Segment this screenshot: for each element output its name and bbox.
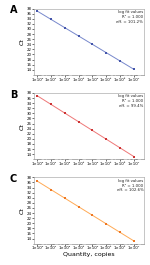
Point [64,111,66,116]
Text: log fit values
R² = 1.000
eff. = 101.2%: log fit values R² = 1.000 eff. = 101.2% [116,10,143,24]
Point [119,230,121,234]
Text: log fit values
R² = 1.000
eff. = 102.6%: log fit values R² = 1.000 eff. = 102.6% [117,179,143,192]
Text: A: A [10,5,17,15]
Point [64,196,66,200]
X-axis label: Quantity, copies: Quantity, copies [63,252,115,257]
Point [50,187,52,192]
Point [36,93,38,98]
Y-axis label: Ct: Ct [20,38,25,45]
Text: C: C [10,174,17,184]
Point [132,154,135,159]
Point [105,51,107,55]
Point [105,137,107,141]
Text: log fit values
R² = 1.000
eff. = 99.4%: log fit values R² = 1.000 eff. = 99.4% [118,94,143,108]
Point [119,59,121,63]
Point [77,34,80,38]
Y-axis label: Ct: Ct [20,123,25,130]
Point [50,17,52,21]
Point [132,67,135,71]
Point [36,179,38,183]
Point [91,128,94,132]
Point [36,9,38,13]
Text: B: B [10,90,17,100]
Point [77,205,80,209]
Point [50,102,52,107]
Point [105,222,107,226]
Point [64,25,66,30]
Point [77,120,80,124]
Point [132,239,135,243]
Y-axis label: Ct: Ct [20,207,25,214]
Point [91,213,94,217]
Point [119,146,121,150]
Point [91,42,94,46]
